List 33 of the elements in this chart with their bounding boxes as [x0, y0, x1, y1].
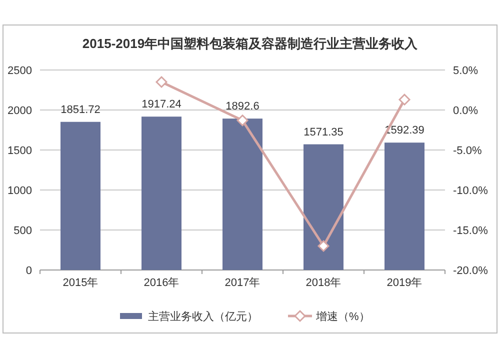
data-label: 1571.35: [304, 126, 344, 138]
bar: [384, 142, 424, 270]
bar: [304, 144, 344, 270]
chart-title: 2015-2019年中国塑料包装箱及容器制造行业主营业务收入: [82, 36, 419, 51]
data-label: 1917.24: [142, 98, 182, 111]
legend-label: 增速（%）: [315, 310, 370, 323]
y2-tick-label: 5.0%: [453, 65, 478, 77]
x-tick-label: 2019年: [386, 277, 422, 289]
y-tick-label: 500: [14, 225, 32, 237]
y2-tick-label: 0.0%: [453, 105, 478, 117]
point: [318, 240, 330, 252]
point: [156, 76, 168, 88]
y2-tick-label: -10.0%: [453, 185, 488, 197]
y2-tick-label: -20.0%: [453, 265, 488, 277]
data-label: 1851.72: [60, 104, 100, 116]
y2-tick-label: -15.0%: [453, 225, 488, 237]
bar: [222, 118, 262, 270]
bar: [60, 122, 100, 270]
point: [236, 114, 248, 126]
x-tick-label: 2016年: [144, 277, 180, 289]
x-tick-label: 2015年: [62, 277, 98, 289]
y-tick-label: 2500: [8, 65, 32, 77]
y-tick-label: 2000: [8, 105, 32, 117]
point: [398, 94, 410, 106]
data-label: 1892.6: [226, 100, 260, 113]
bar: [142, 116, 182, 270]
legend-label: 主营业务收入（亿元）: [148, 310, 258, 323]
x-tick-label: 2018年: [306, 277, 342, 289]
y-tick-label: 1000: [8, 185, 32, 197]
y-tick-label: 0: [26, 265, 32, 277]
x-tick-label: 2017年: [224, 277, 260, 289]
y-tick-label: 1500: [8, 145, 32, 157]
y2-tick-label: -5.0%: [453, 145, 482, 157]
